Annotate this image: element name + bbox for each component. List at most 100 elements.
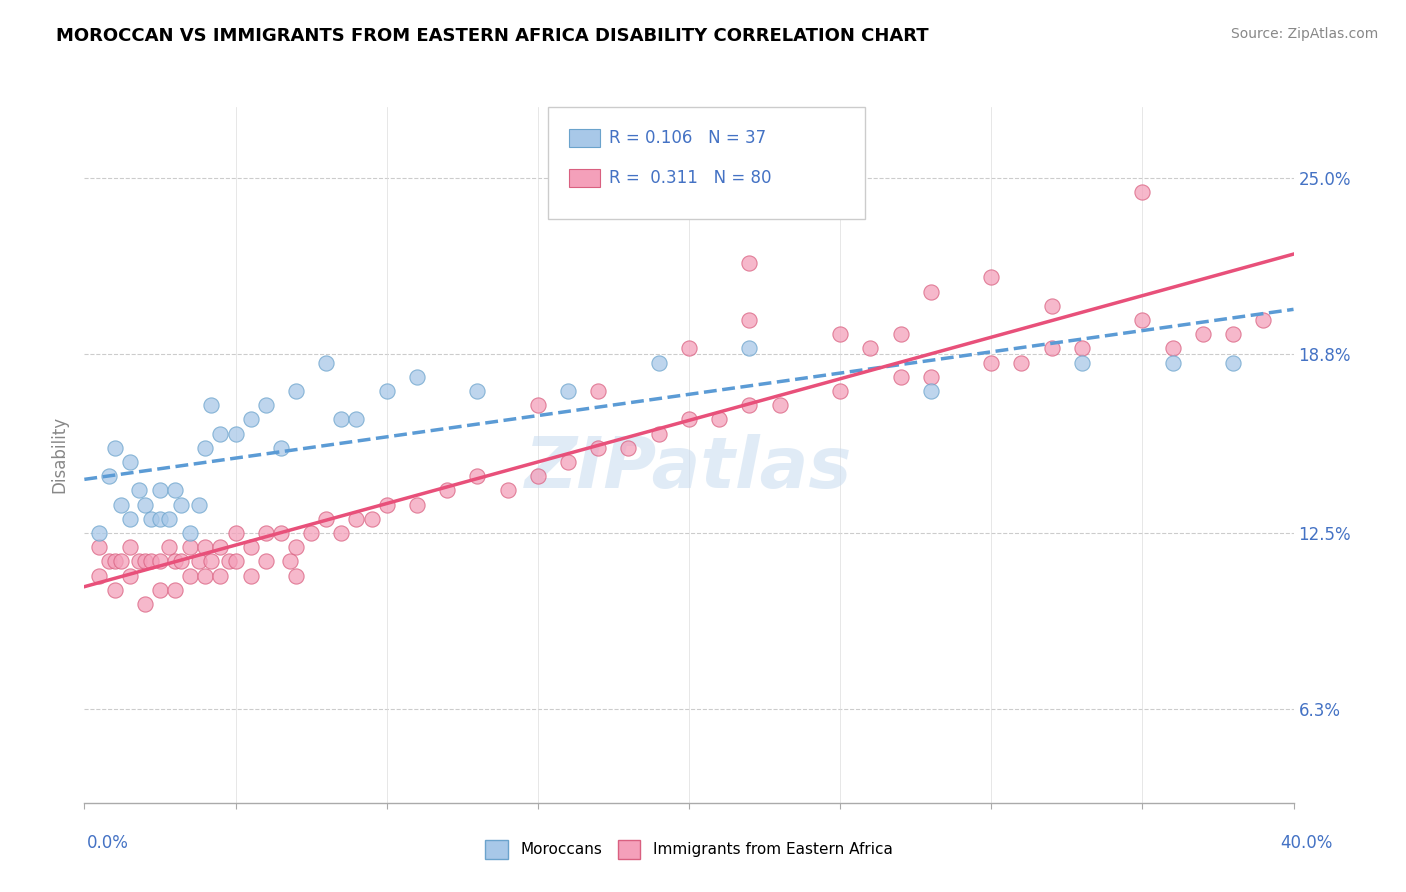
- Point: [270, 441, 292, 455]
- Point: [769, 398, 792, 412]
- Point: [209, 540, 232, 554]
- Point: [104, 554, 127, 568]
- Point: [1161, 342, 1184, 356]
- Point: [254, 526, 277, 541]
- Point: [139, 554, 162, 568]
- Point: [617, 441, 640, 455]
- Point: [360, 512, 382, 526]
- Point: [527, 398, 550, 412]
- Point: [118, 568, 141, 582]
- Point: [1130, 186, 1153, 200]
- Point: [200, 398, 222, 412]
- Point: [467, 384, 489, 398]
- Point: [830, 384, 852, 398]
- Point: [346, 512, 368, 526]
- Point: [980, 356, 1002, 370]
- Point: [170, 498, 193, 512]
- Point: [588, 441, 610, 455]
- Point: [738, 313, 761, 327]
- Point: [496, 483, 519, 498]
- Point: [225, 426, 247, 441]
- Point: [1071, 356, 1094, 370]
- Point: [315, 512, 337, 526]
- Point: [738, 256, 761, 270]
- Point: [890, 327, 912, 342]
- Point: [128, 554, 150, 568]
- Point: [118, 455, 141, 469]
- Point: [830, 327, 852, 342]
- Point: [165, 582, 187, 597]
- Text: 40.0%: 40.0%: [1281, 834, 1333, 852]
- Point: [920, 285, 942, 299]
- Point: [165, 554, 187, 568]
- Point: [200, 554, 222, 568]
- Point: [890, 369, 912, 384]
- Point: [920, 369, 942, 384]
- Point: [1253, 313, 1275, 327]
- Text: 0.0%: 0.0%: [87, 834, 129, 852]
- Point: [406, 369, 429, 384]
- Point: [209, 568, 232, 582]
- Point: [110, 554, 132, 568]
- Text: ZIPatlas: ZIPatlas: [526, 434, 852, 503]
- Point: [194, 441, 217, 455]
- Point: [1130, 313, 1153, 327]
- Point: [738, 398, 761, 412]
- Point: [194, 568, 217, 582]
- Point: [89, 568, 111, 582]
- Point: [179, 568, 201, 582]
- Point: [89, 540, 111, 554]
- Point: [1040, 342, 1063, 356]
- Point: [330, 526, 353, 541]
- Point: [179, 526, 201, 541]
- Text: Source: ZipAtlas.com: Source: ZipAtlas.com: [1230, 27, 1378, 41]
- Point: [1071, 342, 1094, 356]
- Point: [97, 554, 120, 568]
- Point: [194, 540, 217, 554]
- Point: [254, 398, 277, 412]
- Point: [315, 356, 337, 370]
- Point: [157, 512, 180, 526]
- Point: [299, 526, 322, 541]
- Point: [179, 540, 201, 554]
- Point: [128, 483, 150, 498]
- Point: [149, 582, 172, 597]
- Point: [678, 412, 700, 426]
- Point: [239, 540, 262, 554]
- Point: [239, 568, 262, 582]
- Text: R =  0.311   N = 80: R = 0.311 N = 80: [609, 169, 772, 187]
- Point: [648, 356, 671, 370]
- Point: [225, 526, 247, 541]
- Point: [104, 441, 127, 455]
- Point: [467, 469, 489, 483]
- Point: [157, 540, 180, 554]
- Point: [165, 483, 187, 498]
- Text: R = 0.106   N = 37: R = 0.106 N = 37: [609, 129, 766, 147]
- Point: [225, 554, 247, 568]
- Point: [330, 412, 353, 426]
- Point: [218, 554, 240, 568]
- Point: [1011, 356, 1033, 370]
- Point: [118, 540, 141, 554]
- Point: [188, 498, 211, 512]
- Point: [285, 384, 308, 398]
- Point: [1161, 356, 1184, 370]
- Point: [118, 512, 141, 526]
- Point: [1222, 327, 1244, 342]
- Point: [346, 412, 368, 426]
- Legend: Moroccans, Immigrants from Eastern Africa: Moroccans, Immigrants from Eastern Afric…: [479, 834, 898, 864]
- Point: [278, 554, 301, 568]
- Point: [738, 342, 761, 356]
- Point: [209, 426, 232, 441]
- Point: [139, 512, 162, 526]
- Point: [375, 498, 398, 512]
- Point: [285, 568, 308, 582]
- Y-axis label: Disability: Disability: [51, 417, 69, 493]
- Point: [270, 526, 292, 541]
- Point: [588, 384, 610, 398]
- Point: [1040, 299, 1063, 313]
- Point: [436, 483, 458, 498]
- Point: [134, 498, 156, 512]
- Point: [134, 597, 156, 611]
- Point: [149, 483, 172, 498]
